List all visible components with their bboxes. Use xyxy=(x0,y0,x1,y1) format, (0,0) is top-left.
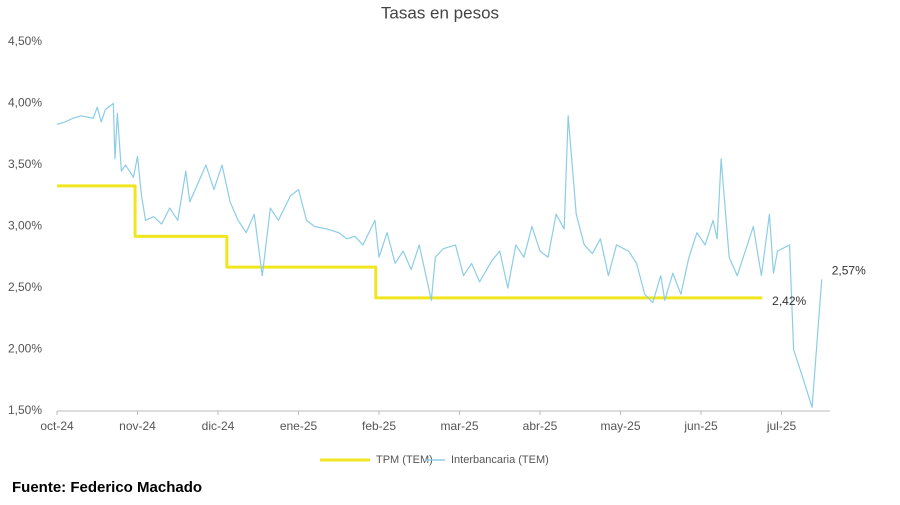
x-tick-label: nov-24 xyxy=(119,419,156,433)
y-tick-label: 1,50% xyxy=(8,403,42,417)
y-tick-label: 3,50% xyxy=(8,157,42,171)
y-tick-label: 4,00% xyxy=(8,96,42,110)
y-tick-label: 2,50% xyxy=(8,280,42,294)
chart-title: Tasas en pesos xyxy=(381,3,499,22)
x-tick-label: abr-25 xyxy=(523,419,558,433)
x-tick-label: oct-24 xyxy=(40,419,74,433)
source: Fuente: Federico Machado xyxy=(12,479,202,496)
x-tick-label: jul-25 xyxy=(766,419,797,433)
x-tick-label: ene-25 xyxy=(280,419,318,433)
x-tick-label: mar-25 xyxy=(440,419,478,433)
y-tick-label: 4,50% xyxy=(8,34,42,48)
legend-label: Interbancaria (TEM) xyxy=(451,454,549,466)
annotation: 2,57% xyxy=(832,264,866,278)
series-line xyxy=(57,184,763,300)
x-tick-label: dic-24 xyxy=(202,419,235,433)
y-tick-label: 3,00% xyxy=(8,219,42,233)
x-tick-label: feb-25 xyxy=(362,419,396,433)
x-tick-label: jun-25 xyxy=(683,419,718,433)
annotation: 2,42% xyxy=(772,294,806,308)
x-tick-label: may-25 xyxy=(600,419,640,433)
legend-label: TPM (TEM) xyxy=(376,454,433,466)
series-line xyxy=(56,102,823,408)
y-tick-label: 2,00% xyxy=(8,342,42,356)
